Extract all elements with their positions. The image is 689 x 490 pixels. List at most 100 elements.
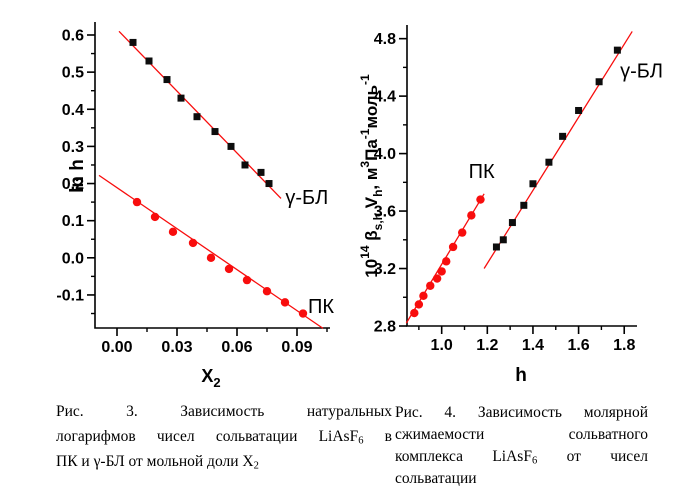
y-tick-label: -0.1 <box>56 287 84 304</box>
series-label: γ-БЛ <box>620 60 663 82</box>
y-tick-label: 0.6 <box>62 27 84 44</box>
data-point-circle <box>419 291 428 301</box>
chart-2: 1.0 1.2 1.4 1.6 1.8 2.8 3.2 3.6 4.0 4.4 4.8 h 1014 β… <box>358 25 663 386</box>
data-point-square <box>177 94 185 102</box>
data-point-square <box>575 106 583 114</box>
caption-line: комплекса LiAsF6 от чисел <box>395 448 648 470</box>
caption-line: сольватации <box>395 470 648 490</box>
axis-spines <box>94 22 330 329</box>
x-tick-label: 0.09 <box>281 339 312 356</box>
y-tick-label: 0.2 <box>62 176 84 193</box>
series-γ-БЛ: γ-БЛ <box>483 31 663 269</box>
caption-text: сольватации <box>395 470 477 487</box>
y-tick-label: 0.1 <box>62 213 84 230</box>
data-point-circle <box>410 308 419 318</box>
data-point-square <box>145 57 153 65</box>
caption-subscript: 6 <box>531 455 538 467</box>
caption-line: Рис. 3. Зависимость натуральных <box>56 403 392 428</box>
data-point-circle <box>414 300 424 309</box>
caption-text: от чисел <box>537 448 648 465</box>
series-label: ПК <box>308 296 334 318</box>
data-point-square <box>529 180 537 188</box>
series-label: γ-БЛ <box>285 187 328 209</box>
data-point-square <box>163 76 171 84</box>
caption-text: комплекса LiAsF <box>395 448 532 465</box>
y-axis-title: 1014 βs,h Vh, м3Па-1моль-1 <box>358 74 385 278</box>
caption-line: Рис. 4. Зависимость молярной <box>395 404 648 426</box>
y-axis-title: ln h <box>67 159 88 193</box>
data-point-square <box>492 243 500 251</box>
data-point-circle <box>437 267 446 276</box>
caption-text: логарифмов чисел сольватации LiAsF <box>56 428 359 445</box>
data-point-circle <box>467 211 476 220</box>
data-point-square <box>559 132 567 140</box>
x-tick-label: 1.0 <box>431 337 453 354</box>
x-axis-title: h <box>515 365 527 386</box>
data-point-square <box>227 142 235 150</box>
x-tick-label: 0.00 <box>101 339 132 356</box>
data-point-circle <box>442 257 451 266</box>
x-tick-label: 0.06 <box>221 339 252 356</box>
caption-text: Рис. 4. Зависимость молярной <box>395 404 648 421</box>
y-tick-label: 4.4 <box>374 89 396 106</box>
data-point-circle <box>426 281 435 290</box>
data-point-square <box>508 219 516 227</box>
series-label: ПК <box>469 161 495 183</box>
data-point-square <box>265 180 273 188</box>
caption-text: в <box>363 428 392 445</box>
x-axis-title: X2 <box>201 366 220 390</box>
caption-text: ПК и γ-БЛ от мольной доли X <box>56 453 254 470</box>
data-point-circle <box>224 264 234 274</box>
data-point-circle <box>298 309 308 318</box>
data-point-circle <box>188 238 198 248</box>
data-point-circle <box>448 242 458 252</box>
y-tick-label: 0.4 <box>62 102 84 119</box>
data-point-square <box>241 161 249 169</box>
series-ПК: ПК <box>98 174 334 329</box>
data-point-circle <box>262 287 272 296</box>
y-tick-label: 3.2 <box>374 261 396 278</box>
charts-canvas: 0.00 0.03 0.06 0.09 0.6 0.5 0.4 0.3 0.2 0.1 0.0 -0.… <box>56 22 663 390</box>
data-point-circle <box>242 275 252 285</box>
data-point-circle <box>206 253 216 263</box>
axis-spines <box>406 25 637 327</box>
series-ПК: ПК <box>405 161 495 324</box>
caption-subscript: 2 <box>253 460 259 472</box>
caption-subscript: 6 <box>358 435 364 447</box>
y-tick-label: 0.0 <box>62 250 84 267</box>
y-tick-label: 0.3 <box>62 139 84 156</box>
data-point-circle <box>476 195 485 204</box>
caption-text: сжимаемости сольватного <box>395 426 648 443</box>
x-tick-label: 0.03 <box>161 339 192 356</box>
data-point-square <box>520 201 528 209</box>
y-tick-label: 3.6 <box>374 204 396 221</box>
data-point-square <box>257 168 265 176</box>
x-tick-label: 1.4 <box>522 337 544 354</box>
data-point-circle <box>280 298 290 307</box>
x-tick-label: 1.2 <box>476 337 498 354</box>
caption-text: Рис. 3. Зависимость натуральных <box>56 403 392 420</box>
series-γ-БЛ: γ-БЛ <box>118 30 328 209</box>
data-point-square <box>499 236 507 244</box>
caption-figure-3: Рис. 3. Зависимость натуральных логарифмо… <box>56 403 392 478</box>
fit-line <box>483 31 633 269</box>
data-point-square <box>545 158 553 166</box>
x-tick-label: 1.8 <box>613 337 635 354</box>
y-tick-label: 4.0 <box>374 146 396 163</box>
data-point-square <box>129 38 137 46</box>
data-point-circle <box>132 197 142 207</box>
caption-line: ПК и γ-БЛ от мольной доли X2 <box>56 453 392 478</box>
data-point-circle <box>150 212 160 222</box>
caption-line: сжимаемости сольватного <box>395 426 648 448</box>
data-point-circle <box>458 228 467 237</box>
y-tick-label: 4.8 <box>374 31 396 48</box>
chart-1: 0.00 0.03 0.06 0.09 0.6 0.5 0.4 0.3 0.2 0.1 0.0 -0.… <box>56 22 334 390</box>
data-point-square <box>613 46 621 54</box>
data-point-circle <box>168 227 178 237</box>
data-point-square <box>595 78 603 86</box>
data-point-square <box>211 128 219 136</box>
caption-figure-4: Рис. 4. Зависимость молярной сжимаемости … <box>395 404 648 490</box>
y-tick-label: 0.5 <box>62 65 84 82</box>
caption-line: логарифмов чисел сольватации LiAsF6 в <box>56 428 392 453</box>
